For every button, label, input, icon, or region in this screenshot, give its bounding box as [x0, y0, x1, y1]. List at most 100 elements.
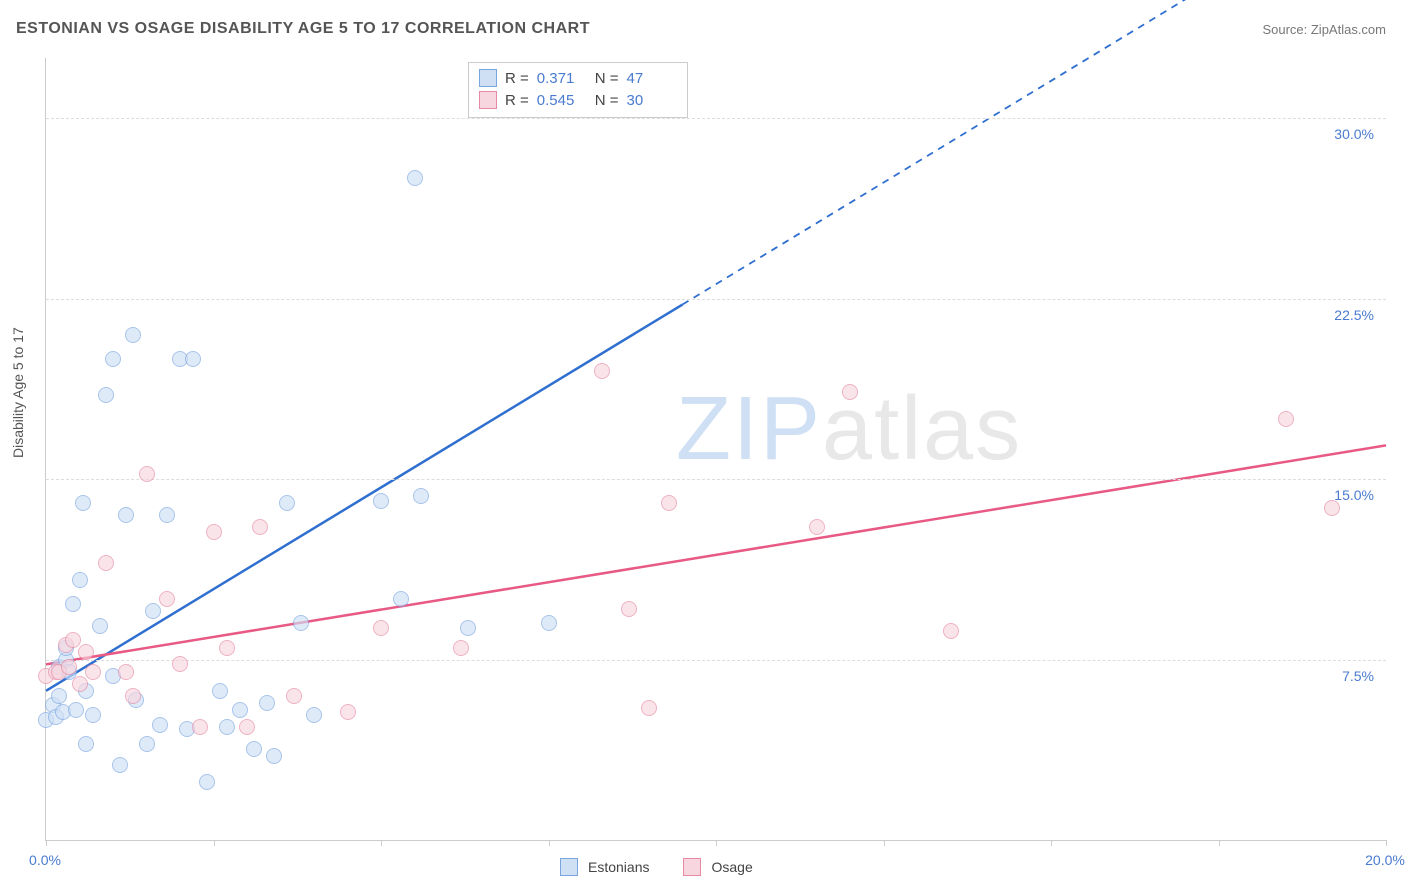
scatter-point	[85, 707, 101, 723]
scatter-point	[279, 495, 295, 511]
scatter-point	[105, 351, 121, 367]
x-tick	[716, 840, 717, 846]
scatter-point	[661, 495, 677, 511]
stat-n-label: N =	[595, 92, 619, 109]
scatter-point	[460, 620, 476, 636]
x-tick	[214, 840, 215, 846]
scatter-point	[293, 615, 309, 631]
scatter-point	[159, 507, 175, 523]
scatter-point	[266, 748, 282, 764]
x-tick	[1386, 840, 1387, 846]
y-gridline	[46, 118, 1386, 119]
scatter-point	[219, 640, 235, 656]
x-tick-label: 20.0%	[1365, 852, 1405, 868]
scatter-point	[159, 591, 175, 607]
x-tick	[1051, 840, 1052, 846]
scatter-point	[246, 741, 262, 757]
regression-line-solid	[46, 305, 683, 691]
stat-r-label: R =	[505, 92, 529, 109]
y-tick-label: 30.0%	[1334, 126, 1374, 142]
y-gridline	[46, 660, 1386, 661]
scatter-point	[139, 466, 155, 482]
scatter-point	[212, 683, 228, 699]
legend-swatch	[683, 858, 701, 876]
scatter-point	[185, 351, 201, 367]
scatter-point	[172, 656, 188, 672]
scatter-point	[219, 719, 235, 735]
scatter-point	[68, 702, 84, 718]
scatter-point	[118, 664, 134, 680]
x-tick	[381, 840, 382, 846]
x-tick-label: 0.0%	[29, 852, 61, 868]
stat-n-value: 47	[627, 70, 677, 87]
scatter-point	[641, 700, 657, 716]
scatter-point	[541, 615, 557, 631]
source-label: Source:	[1262, 22, 1310, 37]
source-value: ZipAtlas.com	[1311, 22, 1386, 37]
x-tick	[46, 840, 47, 846]
scatter-point	[75, 495, 91, 511]
scatter-point	[92, 618, 108, 634]
x-tick	[549, 840, 550, 846]
scatter-point	[98, 387, 114, 403]
scatter-point	[621, 601, 637, 617]
stat-r-label: R =	[505, 70, 529, 87]
scatter-point	[232, 702, 248, 718]
scatter-point	[407, 170, 423, 186]
scatter-point	[145, 603, 161, 619]
watermark-zip: ZIP	[676, 379, 822, 479]
scatter-point	[65, 632, 81, 648]
plot-area: ZIPatlas 7.5%15.0%22.5%30.0%	[45, 58, 1386, 841]
scatter-point	[78, 644, 94, 660]
scatter-point	[286, 688, 302, 704]
y-axis-title: Disability Age 5 to 17	[10, 327, 26, 458]
scatter-point	[306, 707, 322, 723]
stats-legend-row: R = 0.371 N = 47	[479, 67, 677, 89]
scatter-point	[393, 591, 409, 607]
stat-n-label: N =	[595, 70, 619, 87]
scatter-point	[259, 695, 275, 711]
scatter-point	[112, 757, 128, 773]
scatter-point	[809, 519, 825, 535]
scatter-point	[139, 736, 155, 752]
x-tick	[884, 840, 885, 846]
stat-r-value: 0.371	[537, 70, 587, 87]
scatter-point	[340, 704, 356, 720]
y-gridline	[46, 299, 1386, 300]
bottom-legend: Estonians Osage	[560, 858, 777, 876]
stats-legend: R = 0.371 N = 47 R = 0.545 N = 30	[468, 62, 688, 118]
scatter-point	[85, 664, 101, 680]
scatter-point	[943, 623, 959, 639]
stats-legend-row: R = 0.545 N = 30	[479, 89, 677, 111]
chart-source: Source: ZipAtlas.com	[1262, 22, 1386, 37]
scatter-point	[239, 719, 255, 735]
scatter-point	[453, 640, 469, 656]
scatter-point	[78, 736, 94, 752]
legend-swatch	[479, 69, 497, 87]
scatter-point	[98, 555, 114, 571]
scatter-point	[51, 688, 67, 704]
scatter-point	[199, 774, 215, 790]
scatter-point	[192, 719, 208, 735]
scatter-point	[373, 493, 389, 509]
scatter-point	[1324, 500, 1340, 516]
scatter-point	[594, 363, 610, 379]
scatter-point	[1278, 411, 1294, 427]
legend-label: Osage	[711, 859, 752, 875]
y-tick-label: 15.0%	[1334, 487, 1374, 503]
scatter-point	[72, 572, 88, 588]
scatter-point	[118, 507, 134, 523]
scatter-point	[413, 488, 429, 504]
scatter-point	[206, 524, 222, 540]
chart-title: ESTONIAN VS OSAGE DISABILITY AGE 5 TO 17…	[16, 20, 590, 38]
regression-line-dashed	[683, 0, 1387, 305]
y-tick-label: 22.5%	[1334, 307, 1374, 323]
scatter-point	[65, 596, 81, 612]
x-tick	[1219, 840, 1220, 846]
stat-n-value: 30	[627, 92, 677, 109]
scatter-point	[252, 519, 268, 535]
scatter-point	[152, 717, 168, 733]
scatter-point	[72, 676, 88, 692]
legend-label: Estonians	[588, 859, 649, 875]
stat-r-value: 0.545	[537, 92, 587, 109]
